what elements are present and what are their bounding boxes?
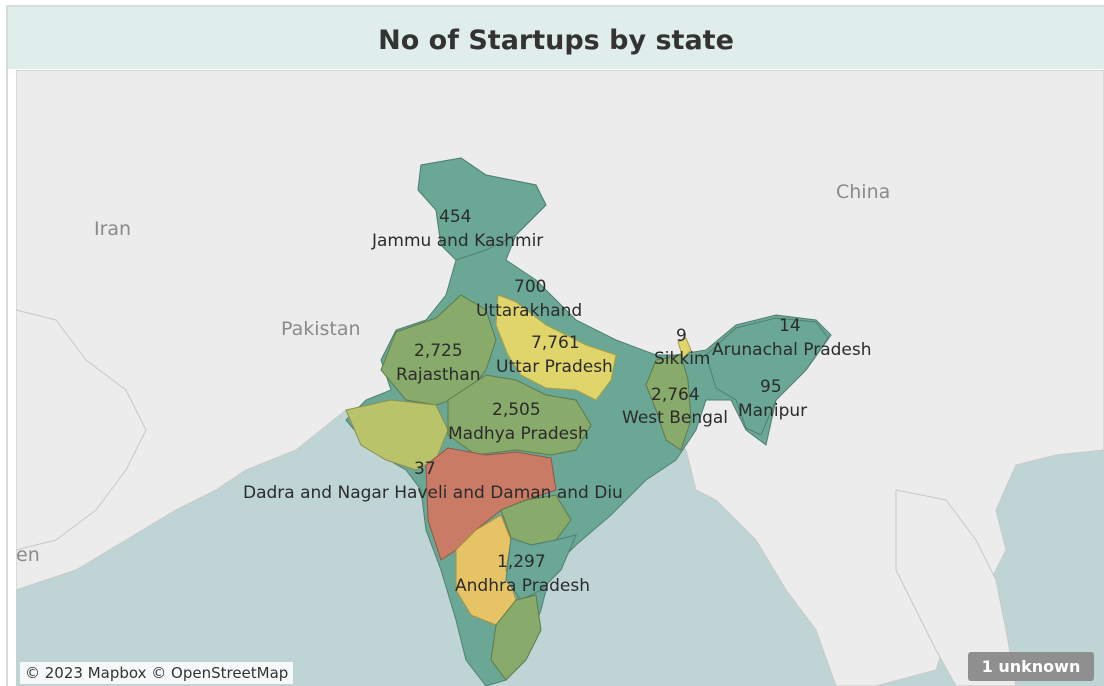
map-view[interactable]: Iran Pakistan China en 454 Jammu and Kas… (16, 70, 1104, 686)
state-madhya-pradesh[interactable] (447, 374, 592, 456)
value-dadra-nagar-haveli: 37 (414, 459, 436, 479)
state-northeast[interactable] (705, 317, 829, 436)
state-jammu-kashmir[interactable] (417, 157, 547, 261)
label-jammu-kashmir: Jammu and Kashmir (371, 231, 543, 251)
title-bar: No of Startups by state (8, 7, 1104, 69)
unknown-badge[interactable]: 1 unknown (968, 652, 1094, 681)
value-jammu-kashmir: 454 (439, 207, 471, 227)
land-west (16, 70, 1104, 686)
label-manipur: Manipur (738, 401, 807, 421)
value-manipur: 95 (760, 377, 782, 397)
value-madhya-pradesh: 2,505 (492, 400, 541, 420)
state-andhra-pradesh[interactable] (505, 534, 577, 601)
label-sikkim: Sikkim (654, 349, 711, 369)
state-uttar-pradesh[interactable] (495, 294, 617, 401)
value-uttarakhand: 700 (514, 277, 546, 297)
label-rajasthan: Rajasthan (396, 365, 481, 385)
chart-title: No of Startups by state (378, 25, 734, 56)
country-label-china: China (836, 181, 890, 203)
land-southeast-asia (895, 489, 1017, 686)
state-west-bengal[interactable] (645, 354, 692, 451)
label-dadra-nagar-haveli: Dadra and Nagar Haveli and Daman and Diu (243, 483, 623, 503)
label-andhra-pradesh: Andhra Pradesh (455, 576, 590, 596)
label-madhya-pradesh: Madhya Pradesh (448, 424, 589, 444)
label-uttarakhand: Uttarakhand (476, 301, 582, 321)
value-rajasthan: 2,725 (414, 341, 463, 361)
label-arunachal-pradesh: Arunachal Pradesh (712, 340, 872, 360)
map-attribution[interactable]: © 2023 Mapbox © OpenStreetMap (20, 662, 294, 684)
value-arunachal-pradesh: 14 (779, 316, 801, 336)
map-svg[interactable]: Iran Pakistan China en 454 Jammu and Kas… (16, 70, 1104, 686)
country-label-iran: Iran (94, 218, 131, 240)
value-sikkim: 9 (676, 326, 687, 346)
label-uttar-pradesh: Uttar Pradesh (496, 357, 613, 377)
land-arabia (16, 309, 147, 551)
state-sikkim[interactable] (677, 337, 692, 359)
label-west-bengal: West Bengal (622, 408, 728, 428)
value-andhra-pradesh: 1,297 (497, 552, 546, 572)
value-west-bengal: 2,764 (651, 385, 700, 405)
state-rajasthan[interactable] (380, 294, 497, 406)
country-label-pakistan: Pakistan (281, 318, 361, 340)
country-label-en: en (16, 544, 40, 566)
value-uttar-pradesh: 7,761 (531, 333, 580, 353)
state-tamil-nadu[interactable] (490, 594, 542, 681)
